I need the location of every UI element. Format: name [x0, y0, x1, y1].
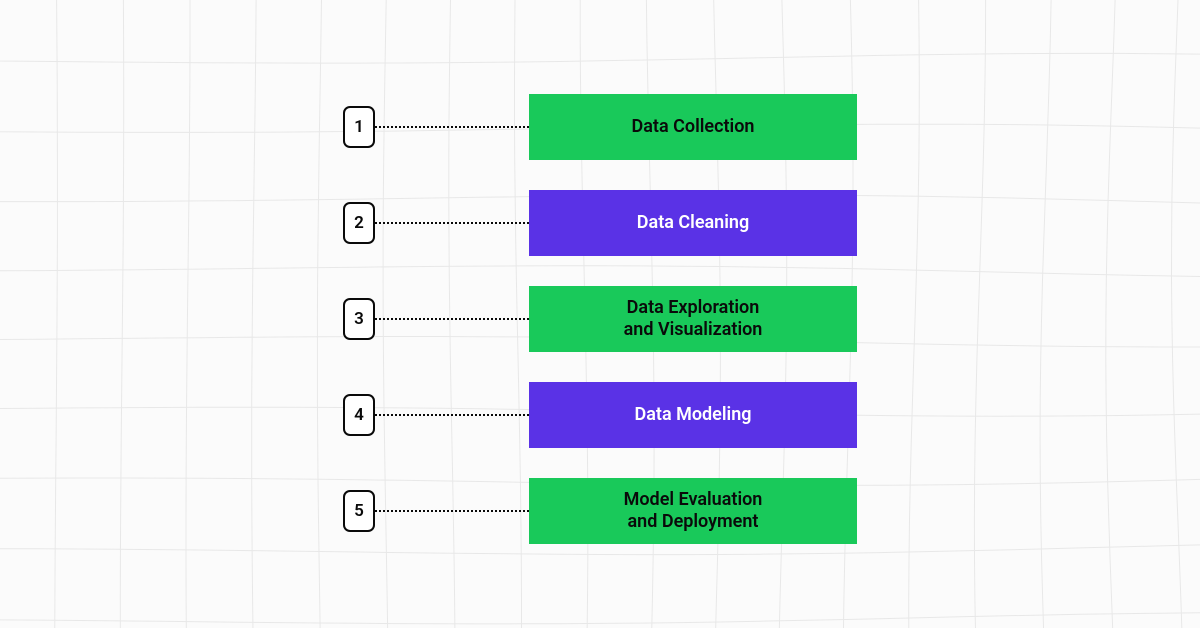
- step-row-4: 4 Data Modeling: [343, 382, 857, 448]
- step-number-5: 5: [343, 490, 375, 532]
- step-label-1: Data Collection: [632, 116, 755, 139]
- step-row-3: 3 Data Explorationand Visualization: [343, 286, 857, 352]
- step-label-4: Data Modeling: [635, 404, 752, 427]
- step-row-1: 1 Data Collection: [343, 94, 857, 160]
- step-box-1: Data Collection: [529, 94, 857, 160]
- steps-container: 1 Data Collection 2 Data Cleaning 3 Data Expl…: [0, 0, 1200, 628]
- step-number-2: 2: [343, 202, 375, 244]
- step-box-5: Model Evaluationand Deployment: [529, 478, 857, 544]
- step-box-4: Data Modeling: [529, 382, 857, 448]
- step-label-5: Model Evaluationand Deployment: [624, 489, 763, 534]
- step-box-2: Data Cleaning: [529, 190, 857, 256]
- step-row-5: 5 Model Evaluationand Deployment: [343, 478, 857, 544]
- step-number-3: 3: [343, 298, 375, 340]
- connector-3: [375, 318, 529, 320]
- connector-5: [375, 510, 529, 512]
- step-number-4: 4: [343, 394, 375, 436]
- connector-4: [375, 414, 529, 416]
- step-label-2: Data Cleaning: [637, 212, 749, 235]
- connector-1: [375, 126, 529, 128]
- step-row-2: 2 Data Cleaning: [343, 190, 857, 256]
- step-label-3: Data Explorationand Visualization: [624, 297, 763, 342]
- step-box-3: Data Explorationand Visualization: [529, 286, 857, 352]
- connector-2: [375, 222, 529, 224]
- step-number-1: 1: [343, 106, 375, 148]
